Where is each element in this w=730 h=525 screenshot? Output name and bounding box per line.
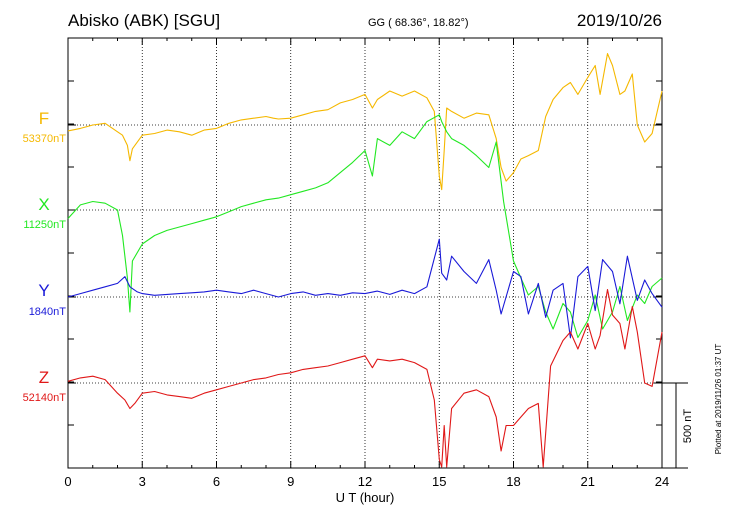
x-tick-label: 15 [432, 474, 446, 489]
series-line-Y [67, 238, 663, 339]
grid-lines [141, 38, 589, 468]
x-tick-label: 9 [287, 474, 294, 489]
plotted-at-note: Plotted at 2019/11/26 01:37 UT [714, 344, 723, 455]
x-tick-label: 24 [655, 474, 669, 489]
series-label-X: X [38, 195, 49, 214]
axis-ticks [67, 38, 663, 468]
x-axis-label: U T (hour) [336, 490, 395, 505]
series-line-X [67, 114, 663, 339]
series-label-F: F [39, 109, 49, 128]
series-label-Z: Z [39, 368, 49, 387]
series-line-Z [67, 288, 663, 468]
x-tick-label: 6 [213, 474, 220, 489]
baseline-value-X: 11250nT [23, 219, 66, 231]
x-tick-label: 12 [358, 474, 372, 489]
station-title: Abisko (ABK) [SGU] [68, 11, 220, 30]
plot-frame [67, 37, 663, 469]
scale-bar-label: 500 nT [682, 409, 694, 444]
x-tick-labels: 0 3 6 9 12 15 18 21 24 [64, 474, 669, 489]
baseline-lines [68, 124, 662, 384]
x-tick-label: 18 [506, 474, 520, 489]
baseline-value-Y: 1840nT [29, 306, 67, 318]
series-lines [67, 53, 663, 468]
baseline-value-F: 53370nT [23, 133, 67, 145]
x-tick-label: 0 [64, 474, 71, 489]
scale-bar: 500 nT [662, 382, 694, 469]
series-label-Y: Y [38, 281, 49, 300]
baseline-value-Z: 52140nT [23, 392, 67, 404]
x-tick-label: 3 [139, 474, 146, 489]
chart-date: 2019/10/26 [577, 11, 662, 30]
series-line-F [67, 53, 663, 191]
station-coordinates: GG ( 68.36°, 18.82°) [368, 17, 469, 29]
x-tick-label: 21 [581, 474, 595, 489]
